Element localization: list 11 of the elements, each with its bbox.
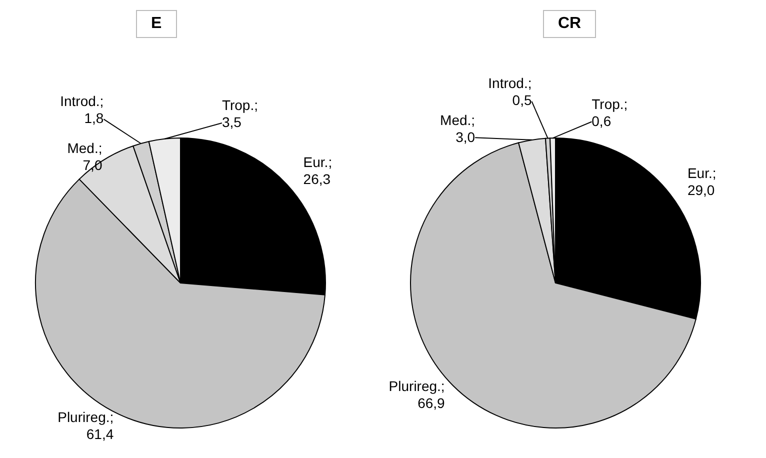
chart-title: CR — [543, 10, 596, 38]
slice-label: Introd.; 1,8 — [60, 93, 104, 128]
slice-label: Plurireg.; 66,9 — [388, 378, 445, 412]
slice-label: Med.; 3,0 — [440, 112, 476, 146]
slice-label: Eur.; 26,3 — [303, 154, 332, 188]
slice-label: Trop.; 0,6 — [592, 96, 628, 130]
slice-label: Eur.; 29,0 — [687, 164, 716, 199]
slice-label: Trop.; 3,5 — [222, 96, 258, 131]
slice-label: Plurireg.; 61,4 — [58, 409, 114, 444]
slice-label: Introd.; 0,5 — [488, 75, 532, 110]
chart-title: E — [136, 10, 177, 38]
